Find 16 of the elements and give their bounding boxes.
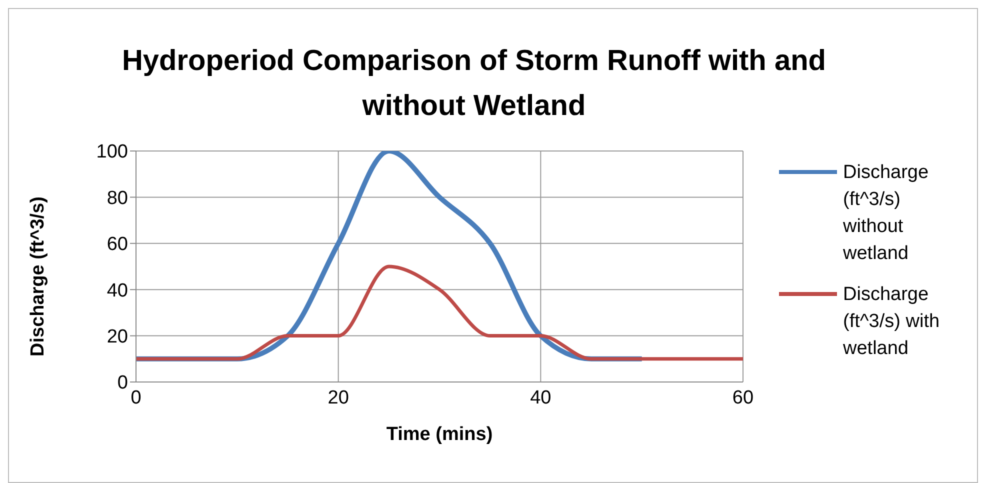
y-tick-label: 60 — [106, 234, 128, 256]
y-tick-label: 40 — [106, 280, 128, 302]
x-tick-label: 40 — [530, 387, 552, 408]
line-series — [136, 264, 743, 361]
y-tick-label: 100 — [96, 142, 128, 163]
legend-label: Discharge (ft^3/s) without wetland — [843, 161, 930, 266]
y-tick-label: 0 — [117, 372, 128, 394]
x-tick-label: 0 — [130, 387, 142, 408]
x-tick-label: 20 — [328, 387, 349, 408]
y-tick-label: 20 — [106, 326, 128, 348]
x-axis-title: Time (mins) — [386, 424, 493, 445]
y-tick-label: 80 — [106, 188, 128, 209]
legend-label: Discharge (ft^3/s) with wetland — [843, 283, 941, 361]
x-tick-label: 60 — [732, 387, 754, 408]
y-axis-title: Discharge (ft^3/s) — [28, 196, 49, 356]
chart-title: Hydroperiod Comparison of Storm Runoff with and without Wetland — [120, 44, 828, 124]
